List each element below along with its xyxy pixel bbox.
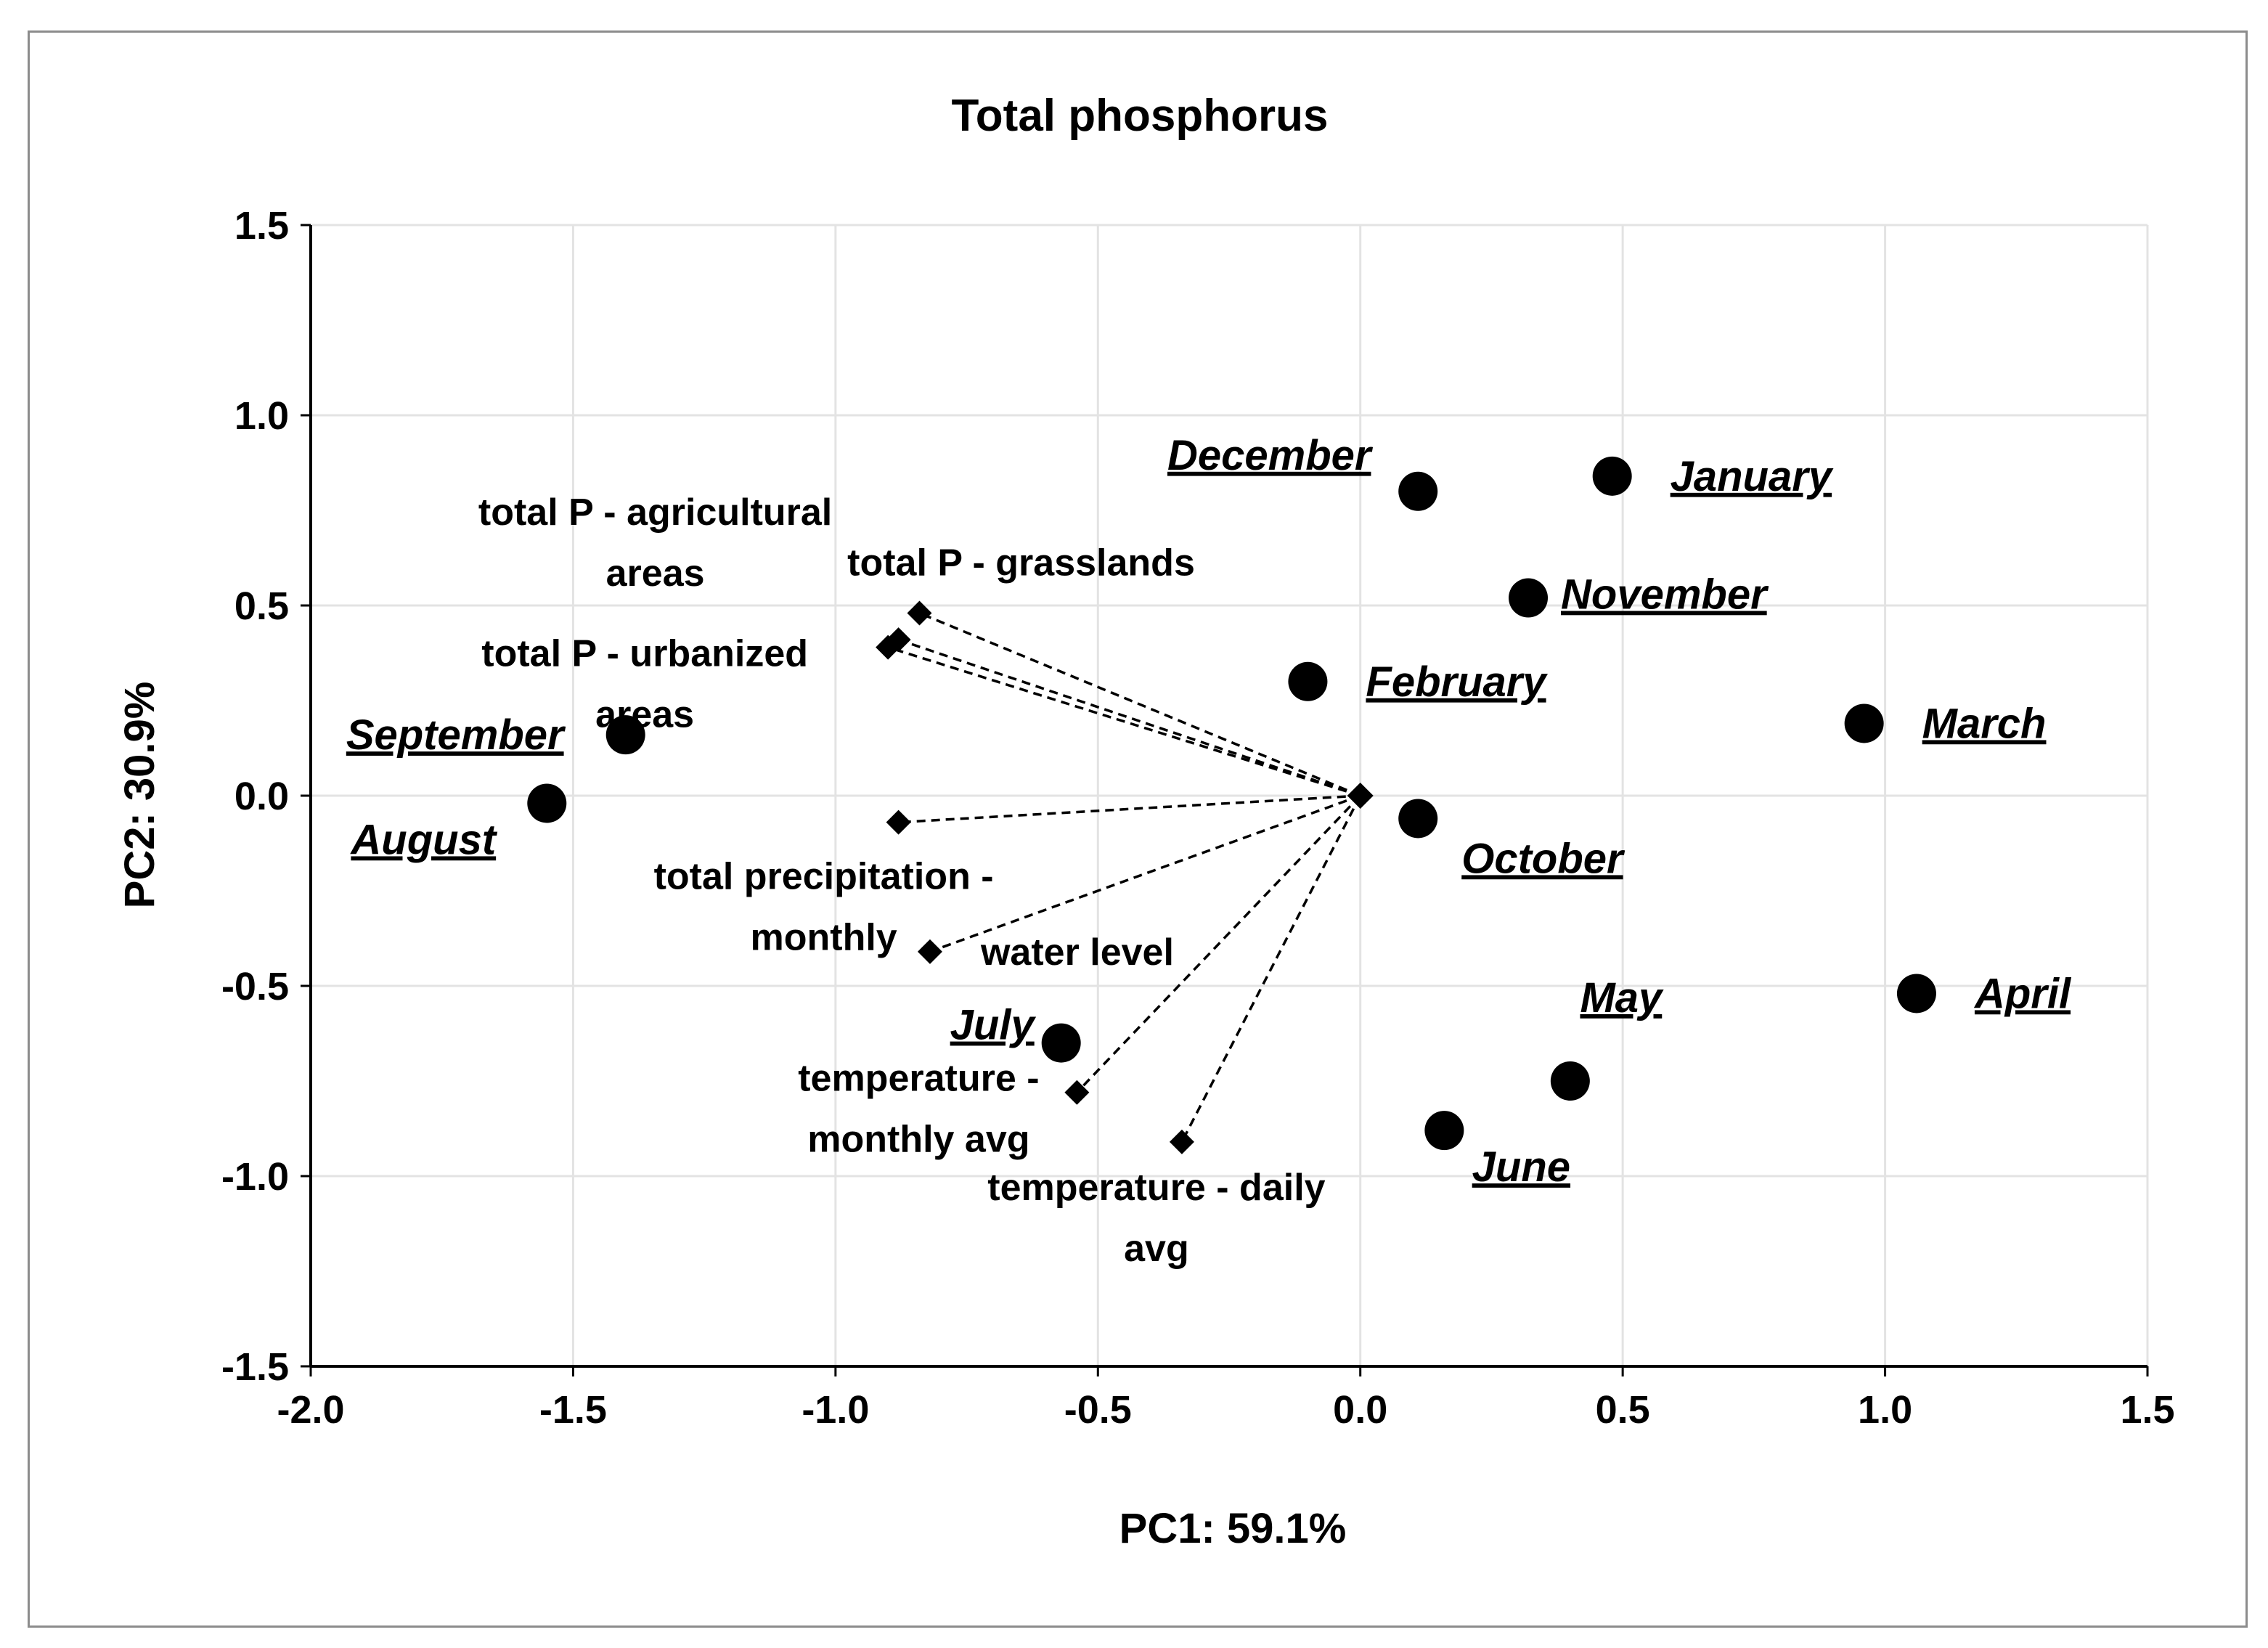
data-points (527, 456, 1936, 1154)
variable-label: total P - grasslands (847, 542, 1195, 584)
x-tick-label: 1.0 (1858, 1388, 1912, 1432)
month-point (1550, 1061, 1590, 1101)
variable-label: total P - agricultural areas (478, 491, 832, 595)
variable-label-line: water level (980, 931, 1174, 974)
month-label: November (1561, 571, 1769, 619)
y-tick-label: -0.5 (221, 965, 289, 1008)
variable-label: total precipitation - monthly (654, 856, 994, 959)
month-point (1398, 799, 1438, 839)
x-tick-label: -0.5 (1064, 1388, 1132, 1432)
month-point (1398, 471, 1438, 511)
month-point (1844, 703, 1884, 743)
variable-label: temperature - daily avg (987, 1167, 1325, 1270)
x-tick-label: 0.5 (1596, 1388, 1650, 1432)
x-tick-label: -1.5 (539, 1388, 607, 1432)
variable-label-line: temperature - (798, 1058, 1039, 1100)
chart-frame (28, 30, 2248, 1628)
variable-label-line: total P - urbanized (481, 633, 808, 675)
month-label: January (1671, 453, 1834, 500)
variable-label-line: areas (606, 552, 705, 595)
loading-vector (1180, 795, 1362, 1143)
chart-title: Total phosphorus (952, 91, 1329, 141)
variable-label-line: total P - grasslands (847, 542, 1195, 584)
month-label: April (1973, 970, 2072, 1017)
month-point (1509, 578, 1549, 618)
month-label: May (1580, 974, 1664, 1021)
loading-vector (1076, 794, 1361, 1093)
month-label: September (346, 711, 566, 759)
variable-label-line: total precipitation - (654, 856, 994, 898)
y-tick-label: 0.0 (234, 775, 289, 818)
x-axis-label: PC1: 59.1% (1119, 1505, 1347, 1552)
loading-vectors (887, 611, 1362, 1143)
y-tick-label: 1.5 (234, 204, 289, 248)
variable-label-line: areas (595, 694, 694, 736)
y-tick-label: 0.5 (234, 584, 289, 628)
variable-label-line: temperature - daily (987, 1167, 1325, 1209)
y-axis-label: PC2: 30.9% (116, 682, 163, 909)
month-label: December (1167, 432, 1374, 479)
month-label: June (1472, 1143, 1570, 1191)
month-point (605, 715, 645, 755)
variable-label-line: avg (1124, 1228, 1189, 1270)
month-point (1424, 1111, 1464, 1151)
loading-vector (898, 794, 1361, 824)
month-label: August (349, 816, 497, 863)
variable-label-line: total P - agricultural (478, 491, 832, 534)
x-tick-label: -1.0 (801, 1388, 869, 1432)
variable-label-line: monthly avg (807, 1119, 1029, 1161)
y-tick-label: 1.0 (234, 394, 289, 438)
variable-label-line: monthly (750, 917, 897, 959)
variable-label: total P - urbanized areas (481, 633, 808, 736)
variable-label: water level (980, 931, 1174, 974)
variable-point (907, 600, 932, 626)
loading-vector (929, 794, 1361, 953)
variable-point (1169, 1129, 1194, 1154)
origin-point (1347, 783, 1374, 809)
variable-point (1064, 1080, 1090, 1105)
y-tick-label: -1.5 (221, 1345, 289, 1389)
x-tick-label: -2.0 (277, 1388, 344, 1432)
x-tick-label: 1.5 (2120, 1388, 2174, 1432)
variable-point (876, 635, 901, 660)
month-point (1896, 974, 1936, 1013)
month-point (527, 783, 567, 823)
variable-point (886, 809, 911, 835)
axes: -2.0 -1.5 -1.0 -0.5 0.0 0.5 1.0 1.51.51.00.50.0… (221, 204, 2175, 1432)
month-label: March (1922, 700, 2047, 747)
x-tick-label: 0.0 (1333, 1388, 1387, 1432)
variable-point (917, 939, 942, 964)
month-point (1592, 456, 1632, 496)
y-tick-label: -1.0 (221, 1155, 289, 1199)
loading-vector (887, 645, 1361, 797)
loading-vector (918, 611, 1361, 797)
loading-vector (898, 638, 1361, 797)
month-label: July (950, 1002, 1037, 1049)
point-labels: January February March April May June July Augu… (346, 432, 2072, 1270)
month-label: October (1461, 835, 1625, 882)
variable-label: temperature - monthly avg (798, 1058, 1039, 1161)
month-point (1041, 1023, 1081, 1063)
month-point (1288, 661, 1328, 701)
month-label: February (1366, 658, 1548, 706)
